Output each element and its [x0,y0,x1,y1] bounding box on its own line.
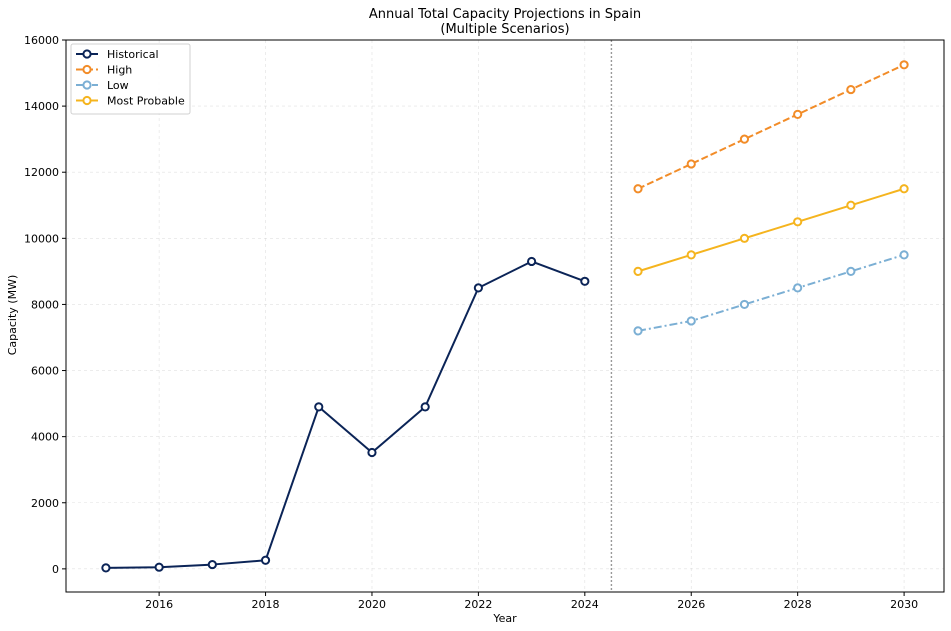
legend-marker [82,80,92,90]
x-tick-label: 2018 [252,598,280,611]
data-point [367,447,377,458]
legend-marker [82,49,92,59]
data-point [739,233,750,243]
data-point [793,109,803,119]
data-point [101,563,111,573]
x-tick-label: 2020 [358,598,386,611]
y-tick-label: 16000 [24,34,59,47]
series-line [637,187,905,273]
x-tick-label: 2028 [784,598,812,611]
legend-label: Most Probable [107,95,185,108]
chart-subtitle: (Multiple Scenarios) [440,22,569,37]
y-axis: 0 2000 4000 6000 8000 10000 12000 14000 16000 [24,34,66,576]
data-point [420,402,430,412]
chart-title: Annual Total Capacity Projections in Spa… [369,7,641,22]
data-point [686,159,696,169]
data-point [793,283,803,293]
x-tick-label: 2016 [145,598,173,611]
data-point [473,283,483,293]
data-point [260,555,271,565]
data-point [846,200,856,210]
y-tick-label: 8000 [31,298,59,311]
data-point [207,559,217,570]
legend-label: Low [107,79,129,92]
data-point [633,326,643,336]
x-tick-label: 2022 [464,598,492,611]
y-tick-label: 10000 [24,232,59,245]
series-most-probable [633,184,909,276]
plot-area [65,39,945,593]
data-point [686,316,696,326]
legend-label: High [107,64,132,77]
data-point [899,184,909,194]
data-point [739,134,750,144]
data-point [633,184,643,194]
y-tick-label: 12000 [24,166,59,179]
series-line [637,63,905,190]
data-point [314,402,324,412]
data-point [739,299,750,310]
data-point [154,562,164,572]
legend-marker [82,64,92,75]
y-tick-label: 0 [52,563,59,576]
series-line [105,260,586,569]
data-point [846,266,856,276]
legend: Historical High Low Most Probable [70,43,191,115]
x-axis: 2016 2018 2020 2022 2024 2026 2028 2030 [145,592,918,611]
x-tick-label: 2024 [571,598,599,611]
y-tick-label: 4000 [31,431,59,444]
data-point [846,84,856,95]
legend-marker [82,95,92,106]
series-line [637,253,905,332]
data-point [793,217,803,227]
series-group [101,60,909,573]
legend-label: Historical [107,48,159,61]
data-point [527,256,537,267]
x-axis-label: Year [492,612,517,625]
data-point [899,60,909,70]
y-tick-label: 6000 [31,365,59,378]
series-low [633,250,909,336]
series-high [633,60,909,194]
y-tick-label: 2000 [31,497,59,510]
legend-box [70,43,191,115]
data-point [580,276,590,286]
grid-lines [66,39,944,592]
x-tick-label: 2030 [890,598,918,611]
y-tick-label: 14000 [24,100,59,113]
data-point [899,250,909,260]
y-axis-label: Capacity (MW) [6,275,19,356]
x-tick-label: 2026 [677,598,705,611]
data-point [633,266,643,276]
data-point [686,250,696,260]
series-historical [101,256,590,573]
